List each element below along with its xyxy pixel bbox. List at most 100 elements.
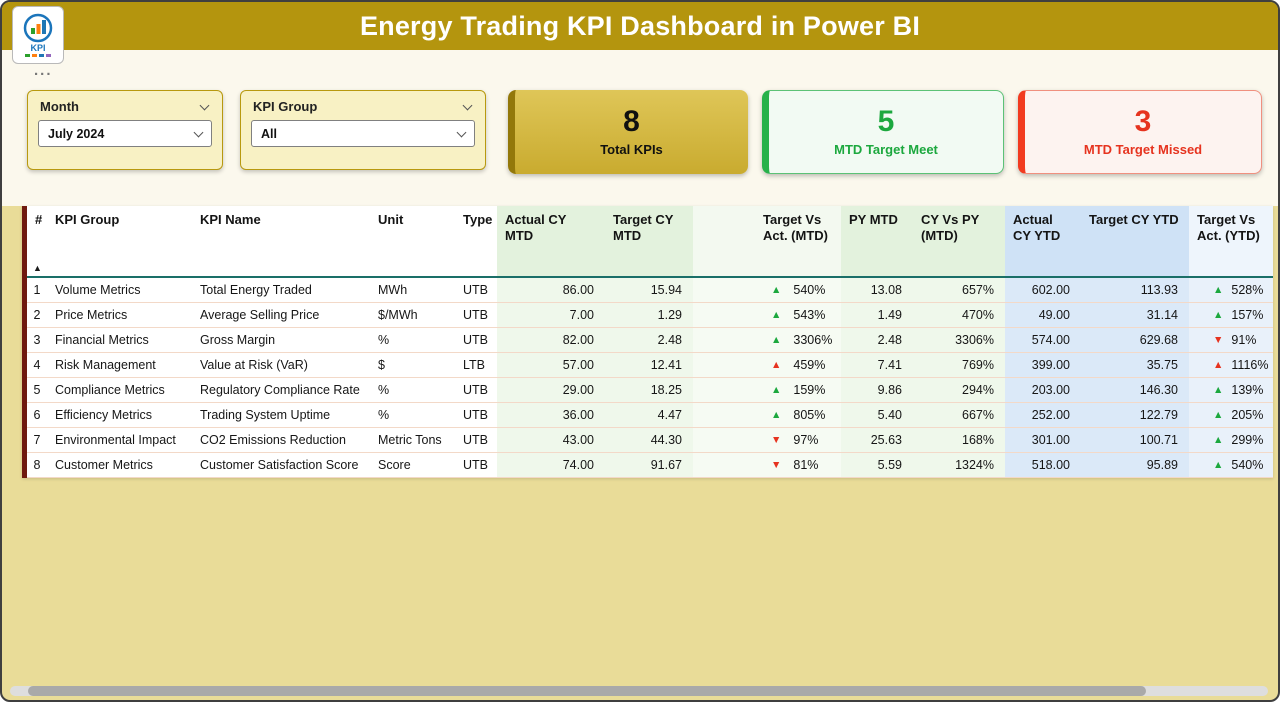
up-arrow-icon: ▲ [771,383,782,396]
target-vs-actual-mtd-cell: ▲ 159% [693,378,841,402]
month-dropdown[interactable]: July 2024 [38,120,212,147]
column-header[interactable]: # [35,212,43,227]
kpi-group-dropdown-value: All [261,126,277,141]
kpi-group-slicer-header[interactable]: KPI Group [251,97,475,120]
table-cell: 7.41 [841,353,913,377]
table-row[interactable]: 3 Financial Metrics Gross Margin% UTB 82.00 2… [27,328,1273,353]
up-arrow-icon: ▲ [771,408,782,421]
percent-value: 81% [793,458,819,472]
horizontal-scrollbar-thumb[interactable] [28,686,1146,696]
table-cell: Risk Management [55,358,156,372]
svg-text:KPI: KPI [30,43,45,53]
target-vs-actual-ytd-cell: ▲ 205% [1189,403,1273,427]
table-cell: 518.00 [1005,453,1081,477]
percent-value: 91% [1231,333,1257,347]
mtd-target-meet-value: 5 [877,105,895,138]
target-vs-actual-mtd-cell: ▲ 3306% [693,328,841,352]
target-vs-actual-mtd-cell: ▼ 81% [693,453,841,477]
table-cell: 574.00 [1005,328,1081,352]
target-vs-actual-ytd-cell: ▲ 139% [1189,378,1273,402]
table-cell: 43.00 [497,428,605,452]
table-cell: 667% [913,403,1005,427]
table-row[interactable]: 2 Price Metrics Average Selling Price $/MWh… [27,303,1273,328]
column-header[interactable]: Unit [378,212,404,227]
total-kpis-card: 8 Total KPIs [508,90,748,174]
table-cell: 36.00 [497,403,605,427]
table-cell: 1.29 [605,303,693,327]
table-body: 1 Volume Metrics Total Energy Traded MWh UTB… [27,278,1273,478]
up-arrow-icon: ▲ [1213,433,1224,446]
percent-value: 543% [793,308,826,322]
table-cell: 657% [913,278,1005,302]
percent-value: 3306% [793,333,833,347]
column-header[interactable]: Target Vs Act. (YTD) [1189,206,1273,276]
kpi-group-dropdown[interactable]: All [251,120,475,147]
table-cell: 18.25 [605,378,693,402]
column-header[interactable]: Target Vs Act. (MTD) [693,206,841,276]
table-cell: 57.00 [497,353,605,377]
percent-value: 157% [1231,308,1264,322]
column-header[interactable]: Target CY MTD [605,206,693,276]
table-cell: % [378,383,390,397]
table-cell: 7 [33,433,41,447]
table-cell: 769% [913,353,1005,377]
table-row[interactable]: 4 Risk Management Value at Risk (VaR) $ LTB 5… [27,353,1273,378]
kpi-group-slicer: KPI Group All [240,90,486,170]
table-cell: 301.00 [1005,428,1081,452]
table-cell: 4 [33,358,41,372]
column-header[interactable]: PY MTD [841,206,913,276]
up-arrow-icon: ▲ [1213,308,1224,321]
table-row[interactable]: 6 Efficiency Metrics Trading System Uptime… [27,403,1273,428]
percent-value: 1116% [1231,358,1269,372]
table-cell: 35.75 [1081,353,1189,377]
column-header[interactable]: CY Vs PY (MTD) [913,206,1005,276]
column-header[interactable]: KPI Group [55,212,120,227]
table-row[interactable]: 1 Volume Metrics Total Energy Traded MWh UTB… [27,278,1273,303]
total-kpis-value: 8 [623,105,640,138]
table-cell: UTB [463,458,488,472]
table-cell: 9.86 [841,378,913,402]
table-cell: Total Energy Traded [200,283,312,297]
sort-ascending-icon[interactable]: ▲ [33,263,42,273]
column-header[interactable]: Type [463,212,493,227]
up-arrow-icon: ▲ [771,308,782,321]
column-header[interactable]: Actual CY YTD [1005,206,1081,276]
table-cell: UTB [463,433,488,447]
table-cell: Trading System Uptime [200,408,331,422]
percent-value: 299% [1231,433,1264,447]
percent-value: 459% [793,358,826,372]
target-vs-actual-ytd-cell: ▼ 91% [1189,328,1273,352]
more-options-button[interactable]: ... [34,62,53,79]
table-cell: % [378,408,390,422]
column-header[interactable]: KPI Name [200,212,261,227]
table-cell: 29.00 [497,378,605,402]
app-logo: KPI [12,6,64,64]
table-cell: Customer Metrics [55,458,153,472]
app-logo-icon: KPI [23,13,53,57]
target-vs-actual-ytd-cell: ▲ 299% [1189,428,1273,452]
table-row[interactable]: 5 Compliance Metrics Regulatory Compliance… [27,378,1273,403]
table-cell: UTB [463,308,488,322]
table-cell: Value at Risk (VaR) [200,358,308,372]
column-header[interactable]: Actual CY MTD [497,206,605,276]
table-cell: 3306% [913,328,1005,352]
month-slicer-label: Month [40,99,79,114]
table-cell: 629.68 [1081,328,1189,352]
mtd-target-meet-label: MTD Target Meet [834,142,938,157]
table-row[interactable]: 7 Environmental Impact CO2 Emissions Reduc… [27,428,1273,453]
table-cell: 602.00 [1005,278,1081,302]
table-cell: 203.00 [1005,378,1081,402]
table-row[interactable]: 8 Customer Metrics Customer Satisfaction S… [27,453,1273,478]
column-header[interactable]: Target CY YTD [1081,206,1189,276]
target-vs-actual-mtd-cell: ▲ 543% [693,303,841,327]
table-cell: Score [378,458,411,472]
month-slicer-header[interactable]: Month [38,97,212,120]
table-cell: 294% [913,378,1005,402]
target-vs-actual-ytd-cell: ▲ 157% [1189,303,1273,327]
table-cell: 1 [33,283,41,297]
horizontal-scrollbar-track[interactable] [10,686,1268,696]
chevron-down-icon [199,100,210,110]
table-cell: Metric Tons [378,433,442,447]
percent-value: 528% [1231,283,1264,297]
percent-value: 159% [793,383,826,397]
